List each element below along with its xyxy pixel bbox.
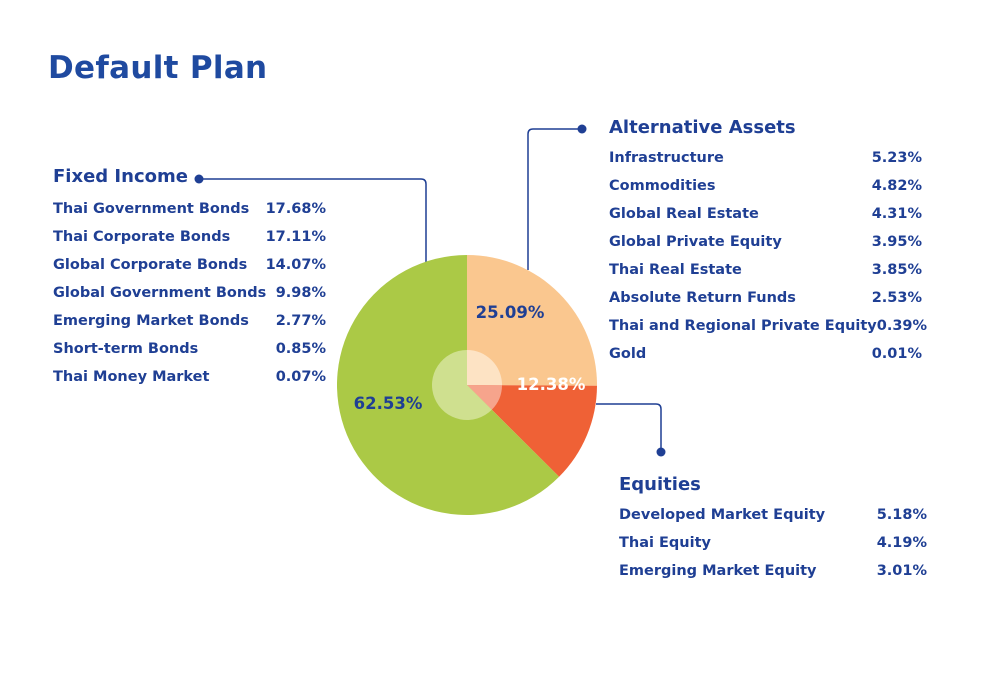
- item-value: 17.68%: [265, 201, 326, 217]
- list-item: Thai Real Estate 3.85%: [609, 256, 922, 284]
- item-value: 0.39%: [876, 318, 928, 334]
- list-item: Global Real Estate 4.31%: [609, 200, 922, 228]
- item-value: 14.07%: [265, 257, 326, 273]
- item-label: Absolute Return Funds: [609, 290, 796, 306]
- equities-title: Equities: [619, 474, 701, 495]
- item-value: 4.31%: [871, 206, 922, 222]
- item-value: 5.18%: [876, 507, 927, 523]
- item-label: Gold: [609, 346, 647, 362]
- alternative-assets-connector-dot: [577, 124, 587, 134]
- item-label: Global Corporate Bonds: [53, 257, 248, 273]
- item-value: 4.82%: [871, 178, 922, 194]
- list-item: Thai Equity 4.19%: [619, 529, 927, 557]
- item-value: 3.95%: [871, 234, 922, 250]
- list-item: Commodities 4.82%: [609, 172, 922, 200]
- item-label: Thai Corporate Bonds: [53, 229, 231, 245]
- alternative-assets-list: Infrastructure 5.23% Commodities 4.82% Globa…: [609, 144, 927, 368]
- list-item: Emerging Market Bonds 2.77%: [53, 307, 326, 335]
- item-label: Short-term Bonds: [53, 341, 199, 357]
- item-value: 2.53%: [871, 290, 922, 306]
- page-title: Default Plan: [48, 50, 268, 86]
- alternative-assets-group: Alternative Assets Infrastructure 5.23% Co…: [609, 117, 927, 368]
- fixed-income-title: Fixed Income: [53, 166, 188, 187]
- pie-center: [432, 350, 502, 420]
- item-label: Thai Money Market: [53, 369, 210, 385]
- list-item: Global Government Bonds 9.98%: [53, 279, 326, 307]
- item-label: Infrastructure: [609, 150, 724, 166]
- equities-slice-center: [467, 385, 502, 410]
- item-value: 5.23%: [871, 150, 922, 166]
- list-item: Global Private Equity 3.95%: [609, 228, 922, 256]
- item-value: 0.85%: [275, 341, 326, 357]
- list-item: Gold 0.01%: [609, 340, 922, 368]
- item-label: Thai Government Bonds: [53, 201, 250, 217]
- list-item: Developed Market Equity 5.18%: [619, 501, 927, 529]
- list-item: Global Corporate Bonds 14.07%: [53, 251, 326, 279]
- item-value: 9.98%: [275, 285, 326, 301]
- item-label: Emerging Market Bonds: [53, 313, 249, 329]
- slice-label: 25.09%: [476, 303, 545, 322]
- fixed-income-connector-dot: [194, 174, 204, 184]
- slice-label: 62.53%: [354, 394, 423, 413]
- list-item: Thai Corporate Bonds 17.11%: [53, 223, 326, 251]
- item-label: Commodities: [609, 178, 716, 194]
- slice-labels: 25.09% 12.38% 62.53%: [354, 303, 586, 413]
- fixed-income-slice-center: [432, 350, 492, 420]
- list-item: Absolute Return Funds 2.53%: [609, 284, 922, 312]
- item-value: 4.19%: [876, 535, 927, 551]
- list-item: Thai Money Market 0.07%: [53, 363, 326, 391]
- slice-label: 12.38%: [517, 375, 586, 394]
- alternative-assets-title: Alternative Assets: [609, 117, 796, 138]
- item-value: 17.11%: [265, 229, 326, 245]
- equities-list: Developed Market Equity 5.18% Thai Equity 4…: [619, 501, 927, 585]
- item-label: Emerging Market Equity: [619, 563, 817, 579]
- item-value: 0.07%: [275, 369, 326, 385]
- list-item: Short-term Bonds 0.85%: [53, 335, 326, 363]
- alternative-assets-slice: [467, 255, 597, 386]
- fixed-income-list: Thai Government Bonds 17.68% Thai Corporat…: [53, 195, 326, 391]
- item-label: Thai and Regional Private Equity: [609, 318, 877, 334]
- connector-lines: [194, 124, 666, 457]
- fixed-income-group: Fixed Income Thai Government Bonds 17.68%…: [53, 166, 326, 391]
- equities-connector-dot: [656, 447, 666, 457]
- item-label: Global Government Bonds: [53, 285, 267, 301]
- item-value: 2.77%: [275, 313, 326, 329]
- item-label: Thai Real Estate: [609, 262, 742, 278]
- alternative-assets-connector: [527, 128, 582, 270]
- equities-slice: [467, 385, 597, 477]
- equities-connector: [596, 403, 662, 452]
- item-value: 0.01%: [871, 346, 922, 362]
- alternative-assets-slice-center: [467, 350, 502, 386]
- list-item: Thai and Regional Private Equity 0.39%: [609, 312, 927, 340]
- item-value: 3.01%: [876, 563, 927, 579]
- list-item: Emerging Market Equity 3.01%: [619, 557, 927, 585]
- list-item: Infrastructure 5.23%: [609, 144, 922, 172]
- item-value: 3.85%: [871, 262, 922, 278]
- item-label: Global Real Estate: [609, 206, 759, 222]
- item-label: Developed Market Equity: [619, 507, 826, 523]
- list-item: Thai Government Bonds 17.68%: [53, 195, 326, 223]
- equities-group: Equities Developed Market Equity 5.18% Tha…: [619, 474, 927, 585]
- item-label: Thai Equity: [619, 535, 711, 551]
- item-label: Global Private Equity: [609, 234, 782, 250]
- fixed-income-connector: [199, 178, 427, 262]
